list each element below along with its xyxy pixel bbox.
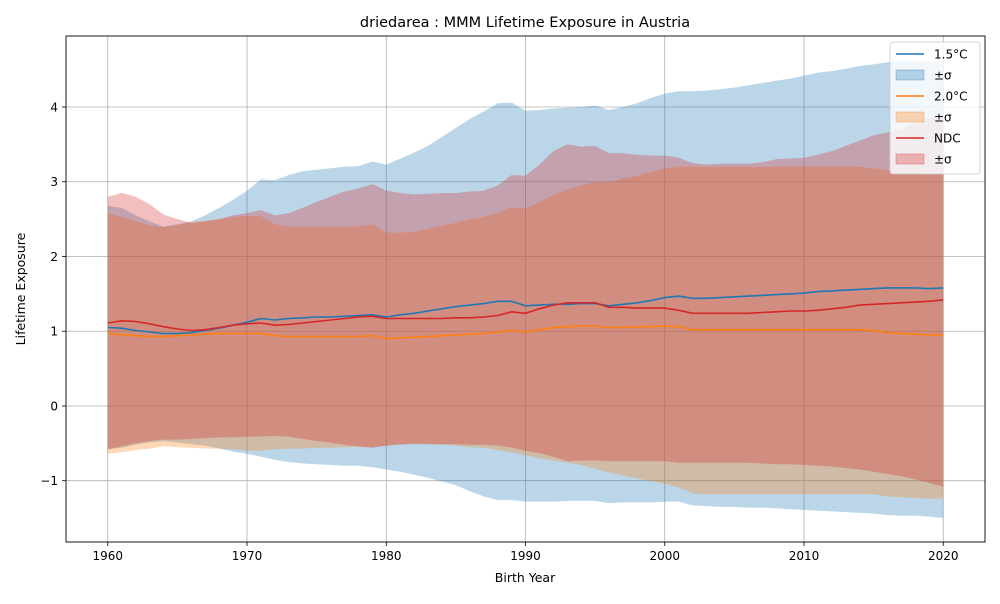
x-tick-label: 2010 xyxy=(789,549,820,563)
series-line xyxy=(107,299,944,332)
axes: 1960 1970 1980 1990 2000 2010 2020 −1 0 1 2 3 4 xyxy=(40,35,986,563)
y-tick-label: 2 xyxy=(50,250,58,264)
series-line xyxy=(107,325,944,340)
legend-series-label: NDC xyxy=(934,132,961,146)
legend-box xyxy=(889,41,981,175)
x-tick-label: 2000 xyxy=(649,549,680,563)
legend-band-label: ±σ xyxy=(934,69,952,83)
y-tick-label: 3 xyxy=(50,175,58,189)
y-tick-label: 1 xyxy=(50,325,58,339)
legend: 1.5°C ±σ 2.0°C ±σ NDC ±σ xyxy=(889,41,981,175)
legend-band-swatch xyxy=(895,111,925,123)
sigma-bands xyxy=(107,60,944,519)
legend-band-swatch xyxy=(895,153,925,165)
x-tick-label: 1990 xyxy=(510,549,541,563)
mean-lines xyxy=(107,287,944,340)
y-tick-label: −1 xyxy=(40,474,58,488)
x-tick-label: 1980 xyxy=(371,549,402,563)
legend-series-label: 1.5°C xyxy=(934,48,967,62)
legend-series-label: 2.0°C xyxy=(934,90,967,104)
legend-band-label: ±σ xyxy=(934,153,952,167)
y-tick-label: 4 xyxy=(50,101,58,115)
y-tick-label: 0 xyxy=(50,399,58,413)
series-line xyxy=(107,287,944,335)
x-tick-label: 1960 xyxy=(92,549,123,563)
legend-band-label: ±σ xyxy=(934,111,952,125)
sigma-band xyxy=(107,60,944,519)
y-axis-label: Lifetime Exposure xyxy=(13,232,28,345)
sigma-band xyxy=(107,114,944,487)
x-axis-label: Birth Year xyxy=(495,570,556,585)
chart-title: driedarea : MMM Lifetime Exposure in Aus… xyxy=(360,15,690,31)
x-tick-label: 2020 xyxy=(928,549,959,563)
legend-band-swatch xyxy=(895,69,925,81)
x-tick-label: 1970 xyxy=(232,549,263,563)
